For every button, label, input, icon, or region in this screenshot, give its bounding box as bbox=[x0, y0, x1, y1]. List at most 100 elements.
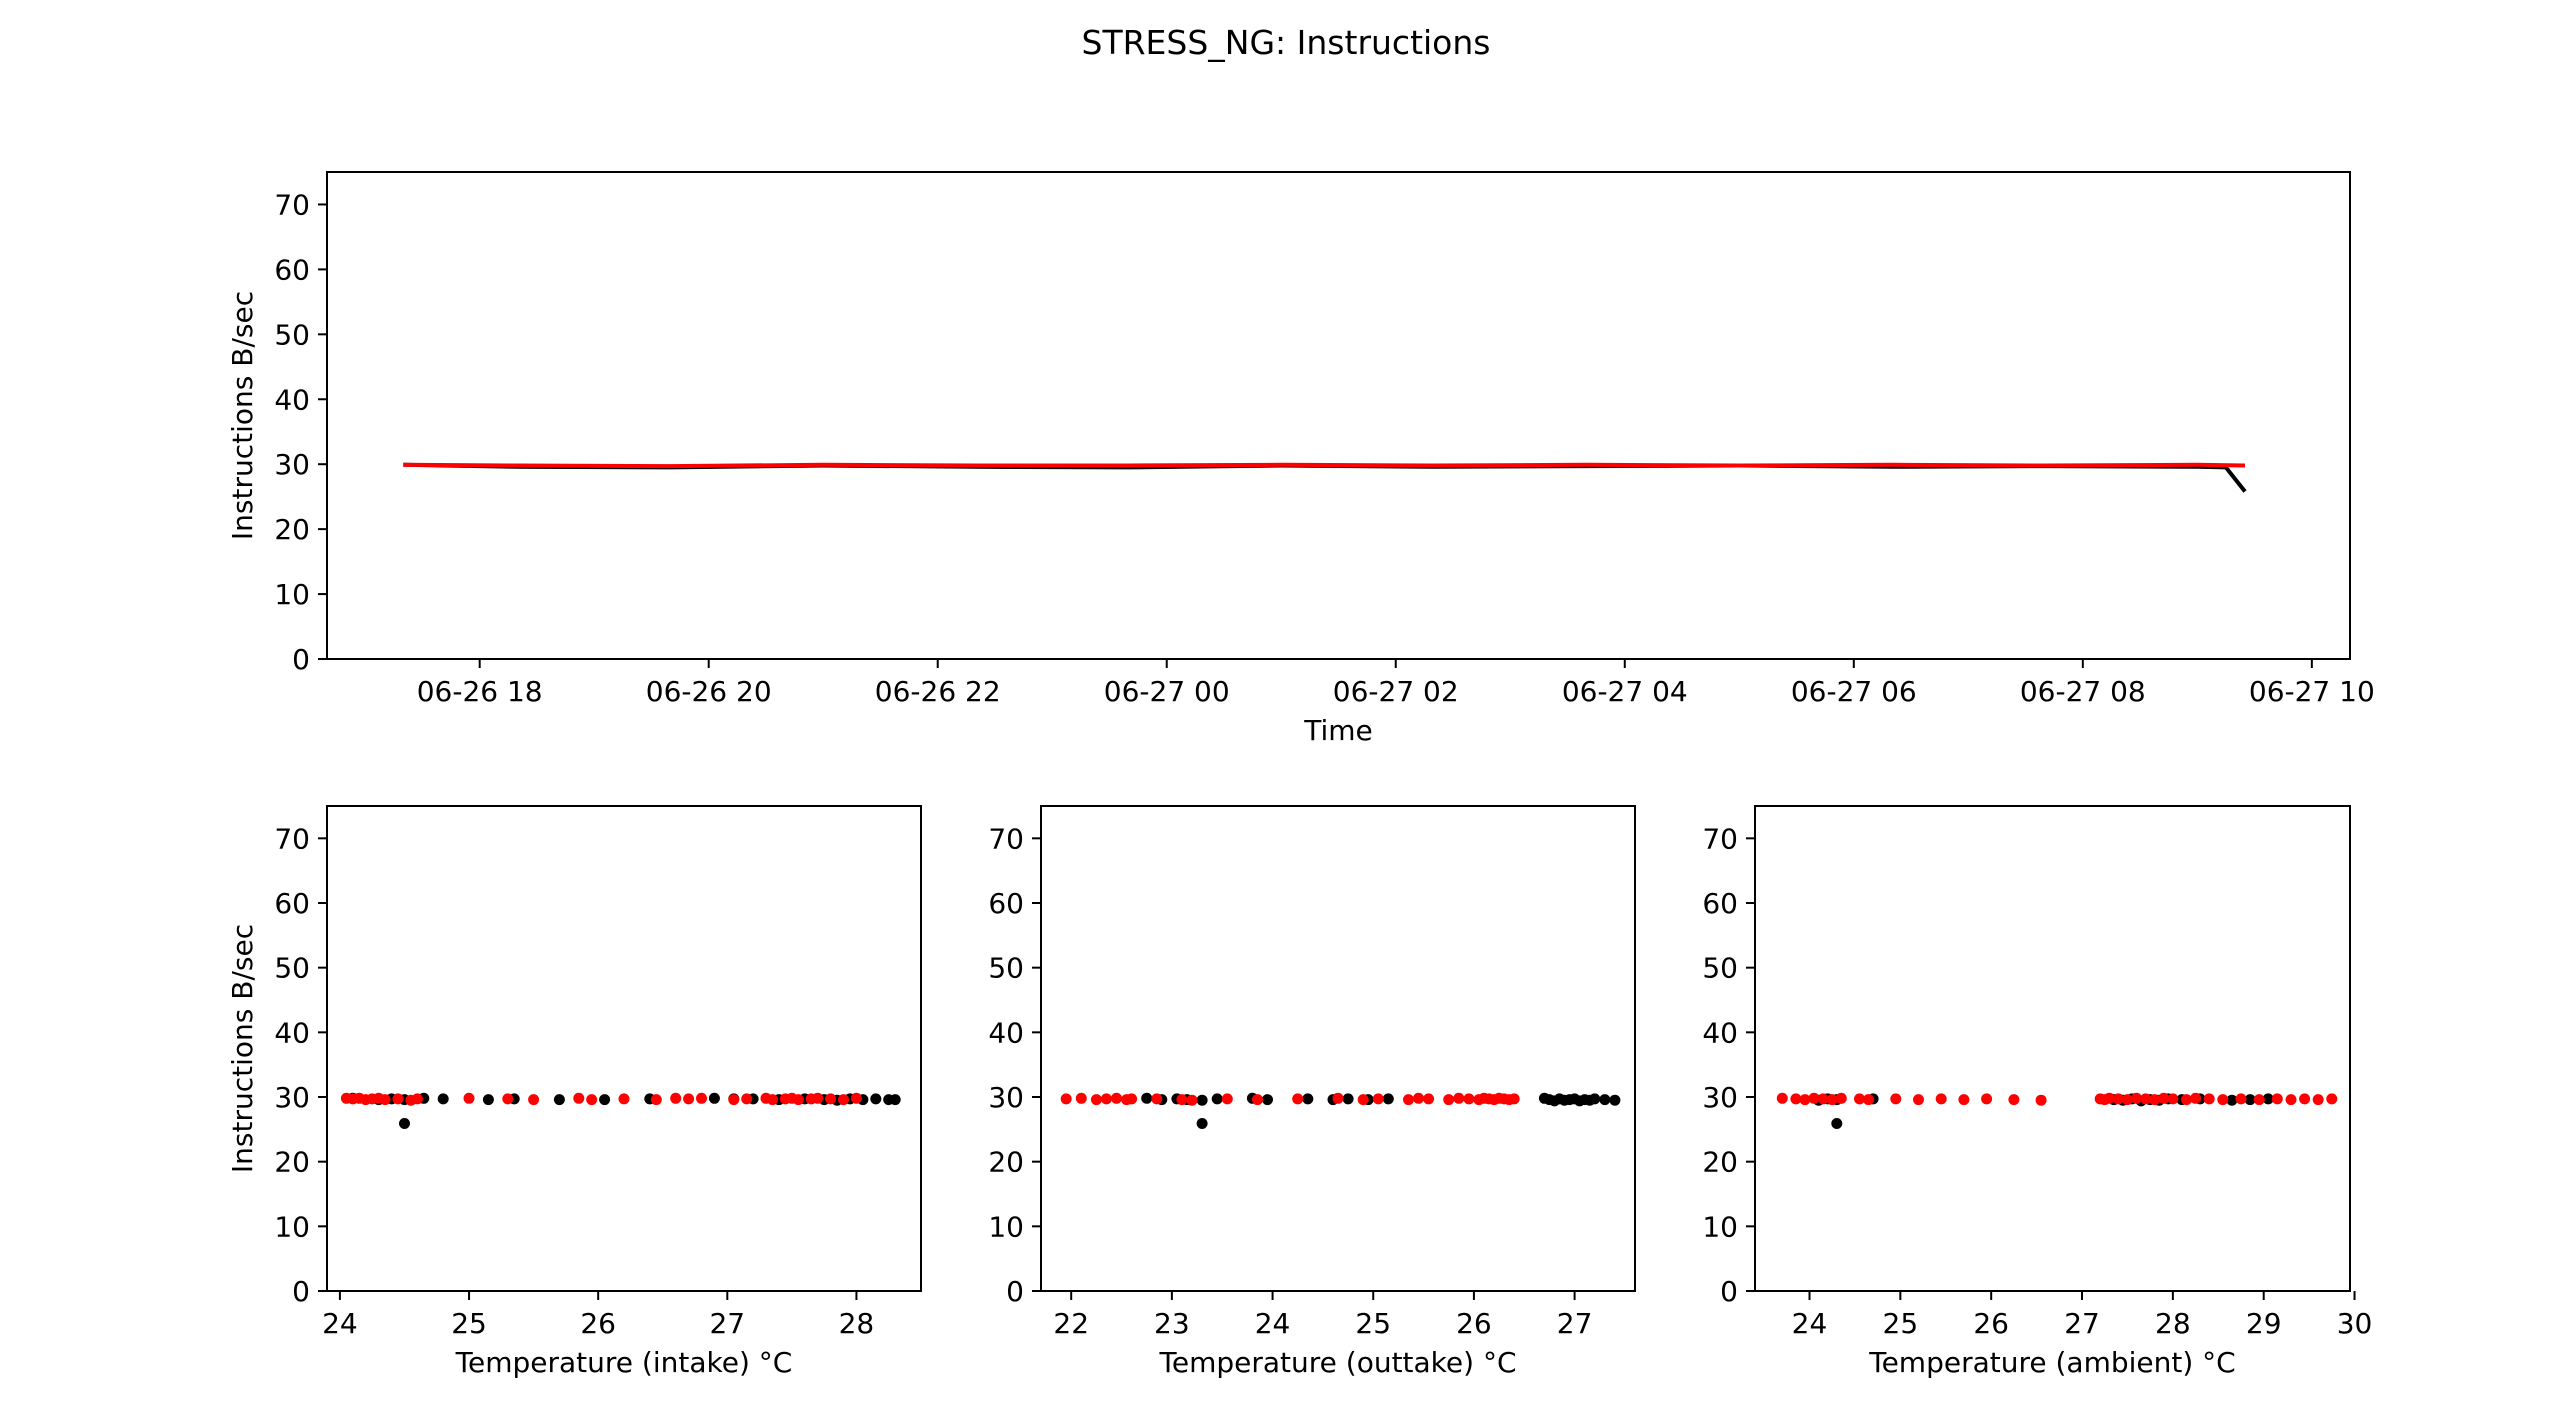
scatter-point bbox=[1958, 1094, 1970, 1106]
scatter-point bbox=[1403, 1094, 1414, 1106]
figure-title: STRESS_NG: Instructions bbox=[1082, 23, 1491, 62]
scatter-point bbox=[1196, 1094, 1208, 1106]
y-tick-label: 50 bbox=[1702, 952, 1738, 985]
plots-container: 0 10 20 30 40 50 60 70 06-26 18 06-26 20 06-26 22 0… bbox=[226, 171, 2375, 1379]
y-tick-label: 10 bbox=[274, 578, 310, 611]
x-tick-label: 22 bbox=[1053, 1307, 1089, 1340]
scatter-point bbox=[2140, 1093, 2152, 1105]
scatter-point bbox=[1981, 1093, 1993, 1105]
y-tick-label: 50 bbox=[274, 318, 310, 351]
scatter-point bbox=[812, 1092, 824, 1104]
y-tick-label: 60 bbox=[1702, 887, 1738, 920]
scatter-point bbox=[1808, 1092, 1820, 1104]
scatter-point bbox=[1151, 1093, 1163, 1105]
scatter-point bbox=[2035, 1094, 2047, 1106]
scatter-point bbox=[1342, 1093, 1354, 1105]
scatter-point bbox=[1799, 1094, 1811, 1106]
y-tick-label: 10 bbox=[1702, 1210, 1738, 1243]
scatter-point bbox=[1196, 1118, 1208, 1129]
scatter-point bbox=[1186, 1094, 1198, 1106]
x-tick-label: 24 bbox=[1792, 1307, 1828, 1340]
scatter-point bbox=[1413, 1092, 1424, 1104]
y-tick-label: 30 bbox=[1702, 1081, 1738, 1114]
scatter-point bbox=[1854, 1093, 1865, 1105]
scatter-point bbox=[2167, 1093, 2179, 1105]
scatter-point bbox=[2285, 1094, 2297, 1106]
scatter-point bbox=[2299, 1093, 2311, 1105]
scatter-point bbox=[599, 1094, 611, 1106]
scatter-point bbox=[889, 1094, 901, 1106]
scatter-point bbox=[1111, 1092, 1122, 1104]
scatter-point bbox=[1599, 1094, 1611, 1106]
scatter-point bbox=[2262, 1093, 2274, 1105]
scatter-point bbox=[1060, 1093, 1072, 1105]
axes-frame bbox=[1754, 805, 2351, 1292]
scatter-point bbox=[392, 1093, 404, 1105]
scatter-point bbox=[2244, 1094, 2256, 1106]
axes-outtake: 0 10 20 30 40 50 60 70 22 23 24 25 26 27 Temperature (… bbox=[988, 805, 1636, 1379]
y-tick-label: 50 bbox=[274, 952, 310, 985]
scatter-point bbox=[792, 1094, 804, 1106]
scatter-point bbox=[528, 1094, 540, 1106]
scatter-point bbox=[2158, 1092, 2170, 1104]
scatter-point bbox=[696, 1092, 707, 1104]
scatter-point bbox=[379, 1094, 391, 1106]
axes-frame bbox=[326, 171, 2351, 660]
x-tick-label: 29 bbox=[2246, 1307, 2282, 1340]
scatter-point bbox=[670, 1092, 682, 1104]
scatter-series-red bbox=[340, 1092, 862, 1106]
scatter-point bbox=[2271, 1093, 2283, 1105]
x-tick-label: 28 bbox=[2155, 1307, 2191, 1340]
scatter-point bbox=[1890, 1093, 1902, 1105]
scatter-point bbox=[767, 1094, 778, 1106]
x-axis-label: Temperature (ambient) °C bbox=[1868, 1346, 2236, 1379]
x-tick-label: 27 bbox=[1557, 1307, 1593, 1340]
x-tick-label: 25 bbox=[1355, 1307, 1391, 1340]
x-tick-label: 06-27 04 bbox=[1562, 675, 1688, 708]
scatter-point bbox=[2149, 1094, 2161, 1106]
y-axis-label: Instructions B/sec bbox=[226, 924, 259, 1173]
scatter-point bbox=[825, 1093, 837, 1105]
y-tick-label: 20 bbox=[274, 513, 310, 546]
y-tick-label: 70 bbox=[1702, 822, 1738, 855]
scatter-point bbox=[1863, 1094, 1874, 1106]
y-tick-label: 0 bbox=[1720, 1275, 1738, 1308]
x-tick-label: 06-27 02 bbox=[1333, 675, 1459, 708]
scatter-point bbox=[1221, 1093, 1233, 1105]
y-tick-label: 60 bbox=[274, 253, 310, 286]
scatter-point bbox=[1831, 1118, 1843, 1129]
scatter-point bbox=[1382, 1093, 1394, 1105]
scatter-point bbox=[838, 1094, 849, 1106]
scatter-point bbox=[1211, 1093, 1223, 1105]
x-tick-label: 26 bbox=[1456, 1307, 1492, 1340]
x-tick-label: 25 bbox=[1883, 1307, 1919, 1340]
x-tick-label: 24 bbox=[1255, 1307, 1291, 1340]
x-axis-label: Temperature (outtake) °C bbox=[1159, 1346, 1517, 1379]
y-tick-label: 60 bbox=[274, 887, 310, 920]
x-tick-label: 06-26 22 bbox=[875, 675, 1001, 708]
scatter-point bbox=[463, 1092, 475, 1104]
scatter-point bbox=[728, 1094, 740, 1106]
scatter-point bbox=[708, 1092, 720, 1104]
y-tick-label: 30 bbox=[274, 448, 310, 481]
scatter-point bbox=[1463, 1093, 1475, 1105]
scatter-point bbox=[1090, 1094, 1102, 1106]
scatter-point bbox=[2226, 1094, 2238, 1106]
scatter-point bbox=[1372, 1093, 1384, 1105]
x-tick-label: 06-27 00 bbox=[1104, 675, 1230, 708]
scatter-point bbox=[1292, 1093, 1304, 1105]
scatter-point bbox=[2008, 1094, 2020, 1106]
y-tick-label: 20 bbox=[274, 1146, 310, 1179]
scatter-point bbox=[1913, 1094, 1924, 1106]
y-tick-label: 40 bbox=[1702, 1016, 1738, 1049]
scatter-point bbox=[1423, 1093, 1435, 1105]
scatter-series-red bbox=[1060, 1092, 1520, 1106]
scatter-point bbox=[618, 1093, 630, 1105]
y-tick-label: 40 bbox=[988, 1016, 1024, 1049]
scatter-point bbox=[399, 1118, 410, 1129]
scatter-point bbox=[1790, 1093, 1802, 1105]
scatter-point bbox=[411, 1093, 423, 1105]
y-tick-label: 50 bbox=[988, 952, 1024, 985]
x-tick-label: 30 bbox=[2337, 1307, 2373, 1340]
scatter-point bbox=[2235, 1093, 2247, 1105]
